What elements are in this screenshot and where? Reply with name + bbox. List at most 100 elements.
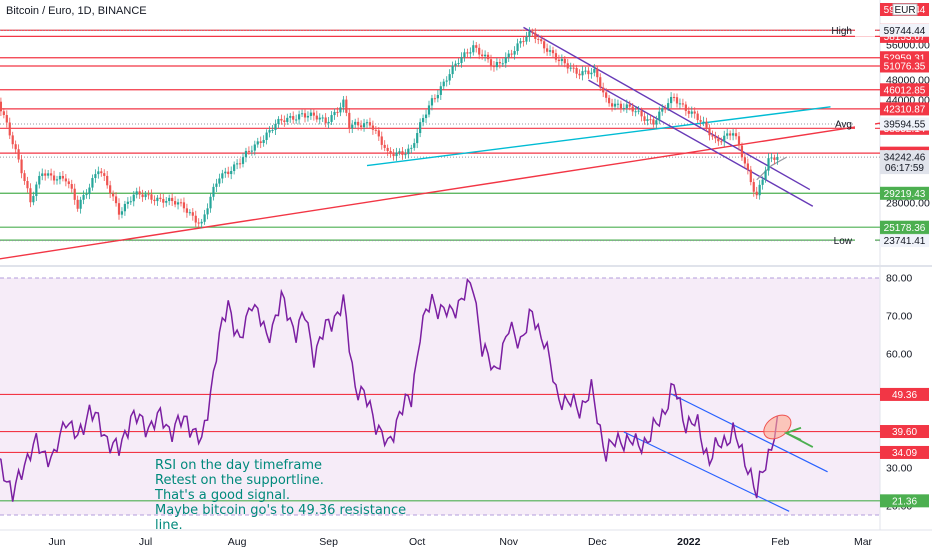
candle-body (439, 86, 442, 95)
candle-body (628, 104, 631, 107)
candle-body (510, 53, 513, 55)
candle-body (404, 154, 407, 156)
candle-body (212, 186, 215, 197)
candle-body (723, 135, 726, 142)
candle-body (442, 81, 445, 87)
candle-body (764, 170, 767, 180)
candle-body (173, 201, 177, 205)
rsi-panel (0, 277, 880, 512)
candle-body (8, 122, 11, 136)
candle-body (537, 38, 540, 40)
candle-body (436, 94, 439, 99)
candle-body (55, 179, 59, 181)
candle-body (351, 124, 354, 129)
candle-body (516, 43, 519, 52)
candle-body (5, 115, 8, 123)
candle-body (215, 183, 218, 187)
candle-body (593, 68, 596, 73)
candle-body (658, 111, 661, 121)
candle-body (348, 112, 351, 129)
candle-body (634, 111, 637, 113)
candle-body (646, 119, 649, 121)
price-levels (0, 29, 880, 242)
candle-body (729, 133, 732, 136)
time-tick-label: Aug (228, 536, 247, 548)
time-tick-label: Sep (319, 536, 338, 548)
candle-body (386, 147, 389, 152)
candle-body (274, 123, 277, 130)
candle-body (478, 47, 481, 55)
candle-body (2, 111, 5, 116)
candle-body (165, 201, 168, 203)
candlestick-series (0, 27, 779, 229)
price-level-tag-text: 58153.67 (884, 32, 926, 43)
candle-body (652, 119, 655, 125)
candle-body (669, 96, 673, 104)
candle-body (528, 31, 531, 37)
candle-body (176, 202, 180, 205)
candle-body (596, 68, 599, 78)
candle-body (752, 182, 755, 192)
candle-body (572, 67, 575, 69)
candle-body (770, 157, 773, 159)
candle-body (513, 51, 516, 55)
candle-body (144, 194, 147, 198)
candle-body (20, 159, 23, 174)
candle-body (625, 104, 628, 109)
price-level-tag-text: 46012.85 (884, 85, 926, 96)
candle-body (218, 178, 221, 184)
stat-label: Avg (835, 120, 852, 131)
candle-body (91, 178, 94, 188)
candle-body (23, 173, 26, 182)
annotation-line-5: line. (155, 518, 183, 533)
channel-lower-line (588, 79, 814, 207)
candle-body (702, 121, 705, 123)
time-tick-label: Nov (499, 536, 518, 548)
currency-badge-text: EUR (894, 5, 915, 16)
candle-body (168, 197, 171, 202)
candle-body (312, 112, 315, 116)
candle-body (566, 63, 569, 69)
candle-body (427, 105, 431, 115)
candle-body (602, 87, 605, 93)
candle-body (295, 119, 298, 121)
candle-body (560, 58, 563, 62)
candle-body (342, 99, 345, 108)
candle-body (156, 197, 159, 202)
candle-body (11, 135, 14, 145)
candle-body (247, 150, 251, 152)
candle-body (209, 196, 212, 209)
candle-body (705, 121, 708, 128)
candle-body (300, 113, 304, 115)
candle-body (640, 110, 643, 117)
candle-body (162, 198, 165, 203)
candle-body (64, 178, 67, 182)
candle-body (380, 136, 383, 145)
candle-body (336, 111, 339, 113)
candle-body (398, 151, 401, 153)
price-tick-label: 28000.00 (886, 198, 930, 210)
annotation-line-1: RSI on the day timeframe (155, 458, 322, 473)
price-level-tag-bg (880, 59, 929, 73)
candle-body (548, 50, 552, 52)
candle-body (259, 141, 262, 144)
rsi-level-tag-text: 39.60 (892, 427, 917, 438)
candle-body (469, 52, 472, 54)
candle-body (103, 173, 106, 176)
channel-upper-line (523, 26, 811, 191)
candle-body (557, 59, 561, 62)
candle-body (392, 153, 395, 157)
candle-body (94, 174, 97, 179)
candle-body (610, 103, 614, 107)
rsi-level-tag-bg (880, 445, 929, 459)
candle-body (672, 96, 676, 98)
candle-body (445, 80, 448, 82)
countdown-text: 06:17:59 (885, 163, 924, 174)
time-tick-label: Mar (854, 536, 873, 548)
candle-body (120, 211, 124, 215)
candle-body (421, 118, 425, 123)
candle-body (79, 199, 82, 209)
candle-body (711, 135, 714, 137)
candle-body (374, 129, 377, 131)
